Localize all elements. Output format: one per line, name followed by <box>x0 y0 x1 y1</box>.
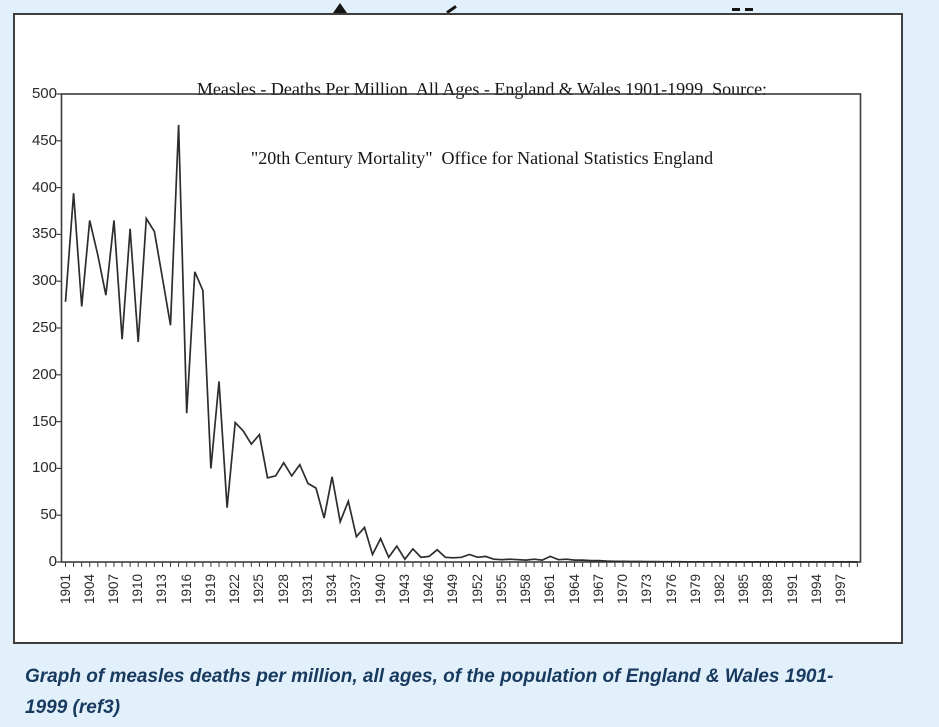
x-axis-label-1976: 1976 <box>663 573 679 605</box>
cropped-text-fragment <box>745 8 753 11</box>
y-axis-label-400: 400 <box>31 178 57 196</box>
y-axis-label-100: 100 <box>31 459 57 477</box>
y-axis-label-0: 0 <box>48 553 57 570</box>
x-axis-label-1973: 1973 <box>639 573 655 605</box>
x-axis-label-1934: 1934 <box>324 573 340 605</box>
x-axis-label-1964: 1964 <box>566 573 582 605</box>
x-axis-label-1916: 1916 <box>178 573 194 605</box>
x-axis-label-1979: 1979 <box>687 573 703 605</box>
cropped-text-fragment <box>732 8 740 11</box>
caption-line2: 1999 (ref3) <box>25 697 121 718</box>
y-axis-label-500: 500 <box>31 85 57 102</box>
chart-box: Measles - Deaths Per Million All Ages - … <box>13 13 903 644</box>
x-axis-label-1946: 1946 <box>421 573 437 605</box>
y-axis-label-450: 450 <box>31 131 57 149</box>
x-axis-label-1967: 1967 <box>590 573 606 605</box>
x-axis-label-1961: 1961 <box>542 573 558 605</box>
x-axis-label-1922: 1922 <box>227 573 243 605</box>
y-axis-label-150: 150 <box>31 412 57 430</box>
x-axis-label-1970: 1970 <box>615 573 631 605</box>
x-axis-label-1913: 1913 <box>154 573 170 605</box>
y-axis-label-250: 250 <box>31 319 57 336</box>
y-axis-label-50: 50 <box>40 506 57 524</box>
cropped-text-fragment <box>333 3 347 13</box>
x-axis-label-1949: 1949 <box>445 573 461 605</box>
x-axis-label-1901: 1901 <box>57 573 73 605</box>
x-axis-label-1988: 1988 <box>760 573 776 605</box>
chart-caption: Graph of measles deaths per million, all… <box>25 661 915 723</box>
y-axis-label-200: 200 <box>31 365 57 383</box>
x-axis-label-1928: 1928 <box>275 573 291 605</box>
plot-area <box>56 93 862 567</box>
x-axis-label-1937: 1937 <box>348 573 364 605</box>
caption-line1: Graph of measles deaths per million, all… <box>25 666 834 687</box>
x-axis-label-1940: 1940 <box>372 573 388 605</box>
plot-border <box>60 93 862 563</box>
x-axis-label-1982: 1982 <box>711 573 727 605</box>
x-axis-label-1997: 1997 <box>833 573 849 605</box>
x-axis-label-1919: 1919 <box>202 573 218 605</box>
y-axis-label-350: 350 <box>31 225 57 243</box>
x-axis-label-1910: 1910 <box>130 573 146 605</box>
x-axis-label-1994: 1994 <box>808 573 824 605</box>
x-axis-label-1925: 1925 <box>251 573 267 605</box>
x-axis-label-1931: 1931 <box>299 573 315 605</box>
x-axis-label-1991: 1991 <box>784 573 800 605</box>
x-axis-label-1958: 1958 <box>518 573 534 605</box>
y-axis-label-300: 300 <box>31 272 57 290</box>
x-axis-label-1952: 1952 <box>469 573 485 605</box>
x-axis-label-1985: 1985 <box>736 573 752 605</box>
x-axis-label-1955: 1955 <box>493 573 509 605</box>
x-axis-label-1907: 1907 <box>105 573 121 605</box>
chart-title-line2: "20th Century Mortality" Office for Nati… <box>250 148 714 168</box>
x-axis-label-1904: 1904 <box>81 573 97 605</box>
measles-deaths-line <box>64 124 858 563</box>
x-axis-label-1943: 1943 <box>396 573 412 605</box>
